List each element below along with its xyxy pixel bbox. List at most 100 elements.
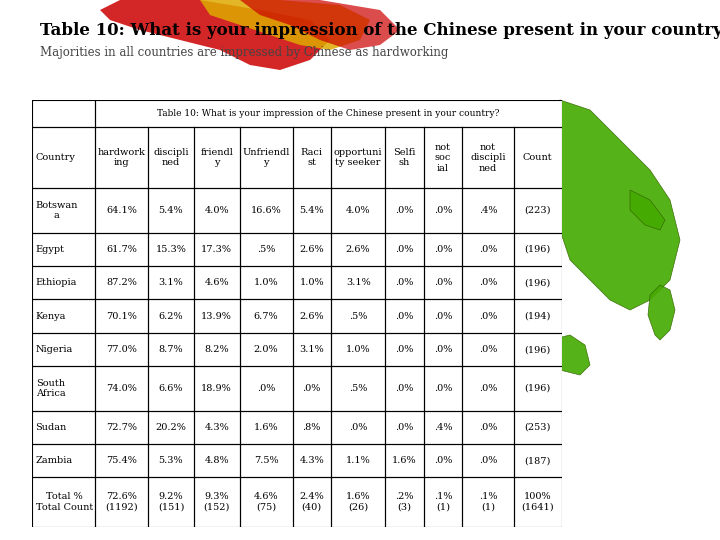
Text: 1.6%
(26): 1.6% (26) [346, 492, 371, 511]
Text: 74.0%: 74.0% [106, 384, 137, 393]
Bar [462, 333, 513, 366]
Text: 17.3%: 17.3% [201, 245, 232, 254]
Text: 77.0%: 77.0% [106, 345, 137, 354]
Text: .0%: .0% [433, 245, 452, 254]
Bar [32, 333, 95, 366]
Bar [513, 333, 562, 366]
Text: Zambia: Zambia [35, 456, 73, 465]
Bar [331, 233, 385, 266]
Text: .5%: .5% [257, 245, 275, 254]
Bar [385, 300, 424, 333]
Bar [95, 300, 148, 333]
Bar [148, 410, 194, 444]
Bar [292, 333, 331, 366]
Text: .2%
(3): .2% (3) [395, 492, 414, 511]
Text: 87.2%: 87.2% [106, 278, 137, 287]
Text: 8.2%: 8.2% [204, 345, 229, 354]
Text: .1%
(1): .1% (1) [479, 492, 497, 511]
Text: 7.5%: 7.5% [253, 456, 279, 465]
Text: .0%: .0% [395, 345, 414, 354]
Text: 2.4%
(40): 2.4% (40) [300, 492, 324, 511]
Text: 1.0%: 1.0% [346, 345, 371, 354]
Text: (196): (196) [525, 278, 551, 287]
Text: .0%: .0% [349, 423, 367, 431]
Text: Table 10: What is your impression of the Chinese present in your country?: Table 10: What is your impression of the… [40, 22, 720, 38]
Bar [331, 188, 385, 233]
Bar [95, 266, 148, 300]
Bar [32, 127, 95, 188]
Bar [32, 444, 95, 477]
Text: 9.3%
(152): 9.3% (152) [204, 492, 230, 511]
Bar [513, 233, 562, 266]
Bar [331, 266, 385, 300]
Text: 8.7%: 8.7% [158, 345, 184, 354]
Text: Raci
st: Raci st [301, 148, 323, 167]
Text: .0%: .0% [479, 278, 497, 287]
Text: .0%: .0% [395, 312, 414, 321]
Bar [95, 100, 562, 127]
Text: (196): (196) [525, 345, 551, 354]
Text: .1%
(1): .1% (1) [433, 492, 452, 511]
Bar [385, 233, 424, 266]
Text: Nigeria: Nigeria [35, 345, 73, 354]
Text: Sudan: Sudan [35, 423, 67, 431]
Text: opportuni
ty seeker: opportuni ty seeker [334, 148, 382, 167]
Bar [194, 477, 240, 526]
Bar [194, 366, 240, 410]
Bar [462, 410, 513, 444]
Bar [331, 300, 385, 333]
Bar [292, 477, 331, 526]
Bar [148, 444, 194, 477]
Text: .0%: .0% [433, 312, 452, 321]
Bar [95, 477, 148, 526]
Bar [292, 266, 331, 300]
Bar [240, 333, 292, 366]
Text: .0%: .0% [479, 245, 497, 254]
Bar [424, 188, 462, 233]
Text: 5.4%: 5.4% [300, 206, 324, 215]
Text: 4.0%: 4.0% [346, 206, 371, 215]
Bar [95, 188, 148, 233]
Bar [513, 300, 562, 333]
Bar [513, 188, 562, 233]
Text: 61.7%: 61.7% [106, 245, 137, 254]
Text: Egypt: Egypt [35, 245, 65, 254]
Bar [148, 127, 194, 188]
Bar [462, 127, 513, 188]
Bar [194, 127, 240, 188]
Polygon shape [630, 190, 665, 230]
Bar [148, 233, 194, 266]
Polygon shape [200, 0, 370, 50]
Text: 6.2%: 6.2% [158, 312, 184, 321]
Text: 72.6%
(1192): 72.6% (1192) [105, 492, 138, 511]
Bar [292, 188, 331, 233]
Text: .0%: .0% [433, 345, 452, 354]
Bar [240, 410, 292, 444]
Text: 5.4%: 5.4% [158, 206, 184, 215]
Bar [424, 300, 462, 333]
Text: 18.9%: 18.9% [202, 384, 232, 393]
Text: .0%: .0% [433, 278, 452, 287]
Text: 1.1%: 1.1% [346, 456, 371, 465]
Bar [424, 266, 462, 300]
Bar [32, 300, 95, 333]
Text: 13.9%: 13.9% [201, 312, 232, 321]
Text: 15.3%: 15.3% [156, 245, 186, 254]
Bar [385, 127, 424, 188]
Bar [194, 188, 240, 233]
Bar [462, 477, 513, 526]
Bar [462, 266, 513, 300]
Text: 6.6%: 6.6% [158, 384, 183, 393]
Bar [331, 127, 385, 188]
Bar [240, 477, 292, 526]
Text: 100%
(1641): 100% (1641) [521, 492, 554, 511]
Bar [148, 477, 194, 526]
Bar [240, 127, 292, 188]
Text: 75.4%: 75.4% [106, 456, 137, 465]
Bar [95, 233, 148, 266]
Bar [32, 410, 95, 444]
Bar [194, 266, 240, 300]
Text: 9.2%
(151): 9.2% (151) [158, 492, 184, 511]
Bar [194, 410, 240, 444]
Bar [32, 100, 95, 127]
